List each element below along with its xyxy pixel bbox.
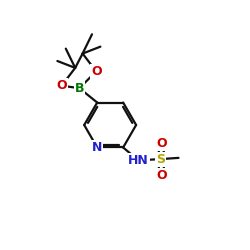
Text: O: O	[56, 79, 67, 92]
Text: HN: HN	[128, 154, 149, 167]
Text: S: S	[156, 152, 165, 166]
Text: O: O	[157, 169, 167, 182]
Text: B: B	[75, 82, 84, 95]
Text: O: O	[157, 136, 167, 149]
Text: N: N	[92, 141, 102, 154]
Text: O: O	[91, 65, 102, 78]
